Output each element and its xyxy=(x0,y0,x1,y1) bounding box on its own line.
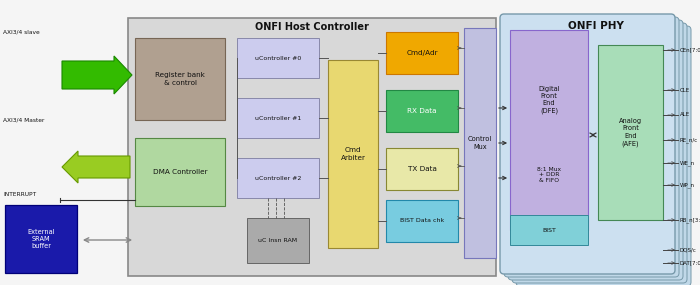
Text: ONFI PHY: ONFI PHY xyxy=(568,21,624,31)
Text: AXI3/4 Master: AXI3/4 Master xyxy=(3,117,44,123)
Text: RE_n/c: RE_n/c xyxy=(680,137,699,143)
Bar xyxy=(510,30,588,230)
Bar xyxy=(237,158,319,198)
Bar xyxy=(237,38,319,78)
Text: Digital
Front
End
(DFE): Digital Front End (DFE) xyxy=(538,86,560,114)
Text: AXI3/4 slave: AXI3/4 slave xyxy=(3,30,40,34)
Text: Cmd/Adr: Cmd/Adr xyxy=(406,50,438,56)
Text: Control
Mux: Control Mux xyxy=(468,136,492,150)
Text: WP_n: WP_n xyxy=(680,182,695,188)
Bar xyxy=(510,215,588,245)
Text: RX Data: RX Data xyxy=(407,108,437,114)
Bar xyxy=(247,218,309,263)
Bar xyxy=(464,28,496,258)
Text: uController #2: uController #2 xyxy=(255,176,301,180)
Text: TX Data: TX Data xyxy=(407,166,436,172)
Text: uController #1: uController #1 xyxy=(255,115,301,121)
Text: 8:1 Mux
+ DDR
& FIFO: 8:1 Mux + DDR & FIFO xyxy=(537,167,561,183)
Text: ONFI Host Controller: ONFI Host Controller xyxy=(255,22,369,32)
FancyBboxPatch shape xyxy=(512,23,687,283)
Text: uController #0: uController #0 xyxy=(255,56,301,60)
Text: CEn[7:0]: CEn[7:0] xyxy=(680,48,700,52)
Bar xyxy=(598,45,663,220)
Bar xyxy=(386,148,458,190)
Text: CLE: CLE xyxy=(680,87,690,93)
Text: RB_n[3:0]: RB_n[3:0] xyxy=(680,217,700,223)
Text: uC Insn RAM: uC Insn RAM xyxy=(258,238,298,243)
FancyBboxPatch shape xyxy=(500,14,675,274)
Text: DAT[7:0]: DAT[7:0] xyxy=(680,260,700,266)
Text: External
SRAM
buffer: External SRAM buffer xyxy=(27,229,55,249)
FancyBboxPatch shape xyxy=(504,17,679,277)
Text: INTERRUPT: INTERRUPT xyxy=(3,192,36,198)
Bar xyxy=(237,98,319,138)
Text: ALE: ALE xyxy=(680,113,690,117)
Text: BIST Data chk: BIST Data chk xyxy=(400,219,444,223)
FancyArrow shape xyxy=(62,56,132,94)
Bar xyxy=(386,32,458,74)
Text: DQS/c: DQS/c xyxy=(680,247,697,253)
Text: DMA Controller: DMA Controller xyxy=(153,169,207,175)
Text: BIST: BIST xyxy=(542,227,556,233)
Bar xyxy=(135,38,225,120)
Bar xyxy=(135,138,225,206)
FancyBboxPatch shape xyxy=(508,20,683,280)
FancyBboxPatch shape xyxy=(516,26,691,285)
Bar xyxy=(5,205,77,273)
Text: Cmd
Arbiter: Cmd Arbiter xyxy=(340,147,365,161)
Bar xyxy=(386,90,458,132)
Text: Analog
Front
End
(AFE): Analog Front End (AFE) xyxy=(619,118,642,147)
Bar xyxy=(328,60,378,248)
Bar xyxy=(128,18,496,276)
FancyArrow shape xyxy=(62,151,130,183)
Text: WE_n: WE_n xyxy=(680,160,695,166)
Bar xyxy=(386,200,458,242)
Text: Register bank
& control: Register bank & control xyxy=(155,72,205,86)
